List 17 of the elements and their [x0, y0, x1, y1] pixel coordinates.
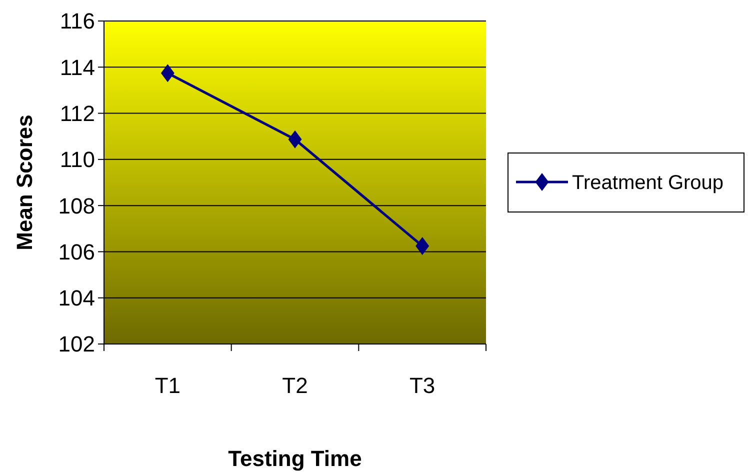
y-tick-label: 104 — [58, 286, 95, 311]
x-tick-label: T1 — [154, 373, 181, 398]
point — [416, 236, 430, 255]
y-tick-label: 112 — [60, 100, 95, 126]
legend-label: Treatment Group — [572, 172, 724, 194]
y-tick-label: 116 — [60, 8, 95, 34]
y-tick-label: 110 — [60, 147, 95, 172]
x-tick-label: T3 — [409, 373, 436, 398]
point — [160, 64, 174, 82]
y-axis-title: Mean Scores — [12, 114, 37, 250]
y-tick-label: 108 — [58, 193, 95, 218]
x-axis-title: Testing Time — [228, 446, 362, 471]
y-tick-label: 106 — [58, 239, 95, 264]
x-tick-label: T2 — [282, 373, 308, 398]
y-tick-label: 102 — [58, 332, 95, 357]
y-tick-label: 114 — [60, 54, 95, 80]
point — [288, 130, 302, 148]
